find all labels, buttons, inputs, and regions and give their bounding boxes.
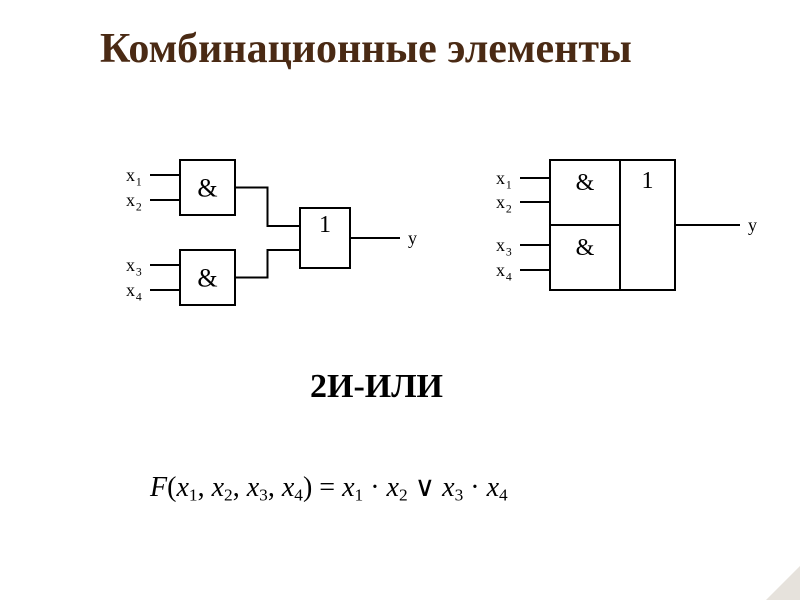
svg-text:x: x	[496, 168, 505, 188]
formula-func: F	[150, 472, 167, 503]
svg-text:2: 2	[136, 201, 142, 214]
schematic-discrete: &&1x1x2x3x4y	[90, 150, 430, 330]
svg-text:3: 3	[506, 246, 512, 259]
slide: Комбинационные элементы &&1x1x2x3x4y &&1…	[0, 0, 800, 600]
svg-text:3: 3	[136, 266, 142, 279]
slide-title: Комбинационные элементы	[100, 26, 632, 72]
svg-text:&: &	[576, 235, 595, 261]
svg-text:x: x	[496, 192, 505, 212]
svg-text:x: x	[496, 260, 505, 280]
page-corner-decoration	[766, 566, 800, 600]
svg-text:&: &	[197, 264, 217, 293]
svg-text:&: &	[197, 174, 217, 203]
svg-text:x: x	[126, 190, 135, 210]
gate-type-label: 2И-ИЛИ	[310, 368, 443, 406]
svg-text:1: 1	[506, 179, 512, 192]
schematic-combined: &&1x1x2x3x4y	[450, 150, 760, 330]
svg-text:y: y	[408, 228, 417, 248]
svg-text:y: y	[748, 215, 757, 235]
svg-text:1: 1	[136, 176, 142, 189]
svg-text:x: x	[126, 165, 135, 185]
svg-text:x: x	[496, 235, 505, 255]
svg-text:x: x	[126, 255, 135, 275]
svg-text:4: 4	[506, 271, 512, 284]
svg-text:2: 2	[506, 203, 512, 216]
svg-text:4: 4	[136, 291, 142, 304]
svg-text:1: 1	[642, 168, 654, 194]
svg-text:x: x	[126, 280, 135, 300]
svg-text:&: &	[576, 170, 595, 196]
svg-text:1: 1	[319, 212, 331, 238]
boolean-formula: F(x1, x2, x3, x4) = x1 · x2 ∨ x3 · x4	[150, 470, 508, 505]
